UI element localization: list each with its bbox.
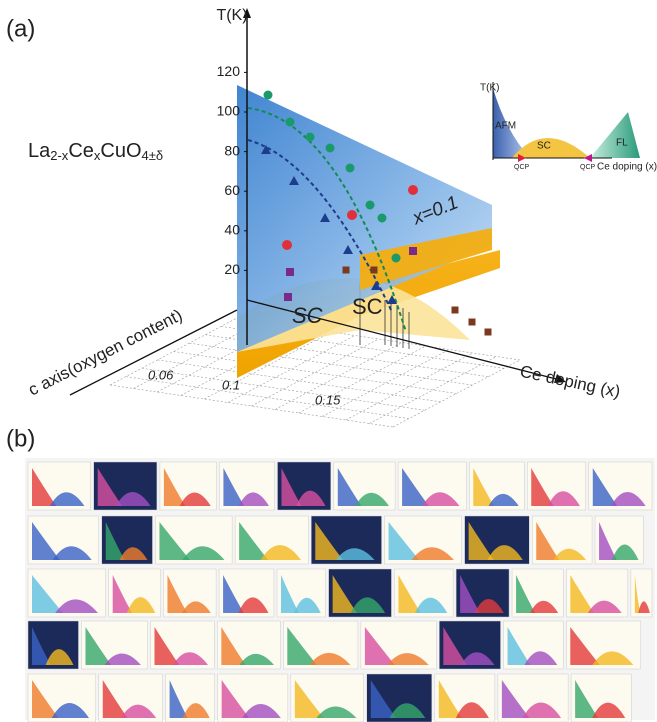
green-point: [366, 201, 375, 210]
formula-part: Ce: [68, 140, 94, 162]
green-point: [306, 133, 315, 142]
brown-square: [485, 329, 492, 336]
formula: La2-xCexCuO4±δ: [28, 140, 163, 163]
sc-region: [512, 138, 590, 158]
inset-x-title: Ce doping (x): [597, 162, 657, 173]
green-point: [264, 91, 273, 100]
t-tick-label: 40: [224, 222, 240, 238]
red-point: [282, 240, 292, 250]
t-axis-title: T(K): [216, 7, 247, 24]
t-tick-label: 60: [224, 182, 240, 198]
purple-square: [284, 293, 292, 301]
brown-square: [343, 267, 350, 274]
c-axis-tick: 0.15: [315, 392, 341, 407]
qcp-label: QCP: [514, 164, 530, 171]
formula-sub: 2-x: [50, 148, 69, 163]
t-tick-label: 20: [224, 261, 240, 277]
red-point: [408, 185, 418, 195]
t-tick-label: 120: [217, 63, 241, 79]
inset: T(K) AFM SC FL QCP QCP Ce doping (x): [480, 82, 657, 173]
region-label: SC: [537, 141, 551, 152]
red-point: [347, 210, 357, 220]
ce-axis-title: Ce doping (x): [518, 362, 622, 402]
brown-square: [469, 319, 476, 326]
panel-label: (b): [6, 425, 35, 452]
brown-square: [452, 307, 459, 314]
grid-line: [322, 350, 449, 417]
panel-label: (a): [6, 15, 35, 42]
green-point: [392, 254, 401, 263]
green-point: [346, 164, 355, 173]
formula-part: La: [28, 140, 51, 162]
grid-line: [142, 368, 425, 410]
c-axis-title: c axis(oxygen content): [25, 305, 185, 399]
purple-square: [286, 268, 294, 276]
formula-sub: 4±δ: [142, 148, 164, 163]
t-tick-label: 100: [217, 103, 241, 119]
region-label: FL: [616, 138, 628, 149]
c-axis-tick: 0.1: [222, 377, 240, 392]
figure: (a) T(K) 12010080604020 La2-xCexCuO4±δ x…: [0, 0, 657, 722]
green-point: [286, 118, 295, 127]
dome-label: SC: [352, 294, 383, 319]
grid-line: [174, 352, 457, 394]
brown-square: [371, 267, 378, 274]
fl-region: [590, 112, 640, 158]
c-axis-tick: 0.06: [148, 367, 174, 382]
green-point: [326, 144, 335, 153]
purple-square: [409, 247, 417, 255]
region-label: AFM: [495, 121, 516, 132]
dome-label: SC: [292, 303, 323, 328]
qcp-label: QCP: [580, 164, 596, 171]
inset-y-title: T(K): [480, 83, 499, 94]
t-tick-label: 80: [224, 142, 240, 158]
green-point: [378, 214, 387, 223]
formula-part: CuO: [100, 140, 141, 162]
